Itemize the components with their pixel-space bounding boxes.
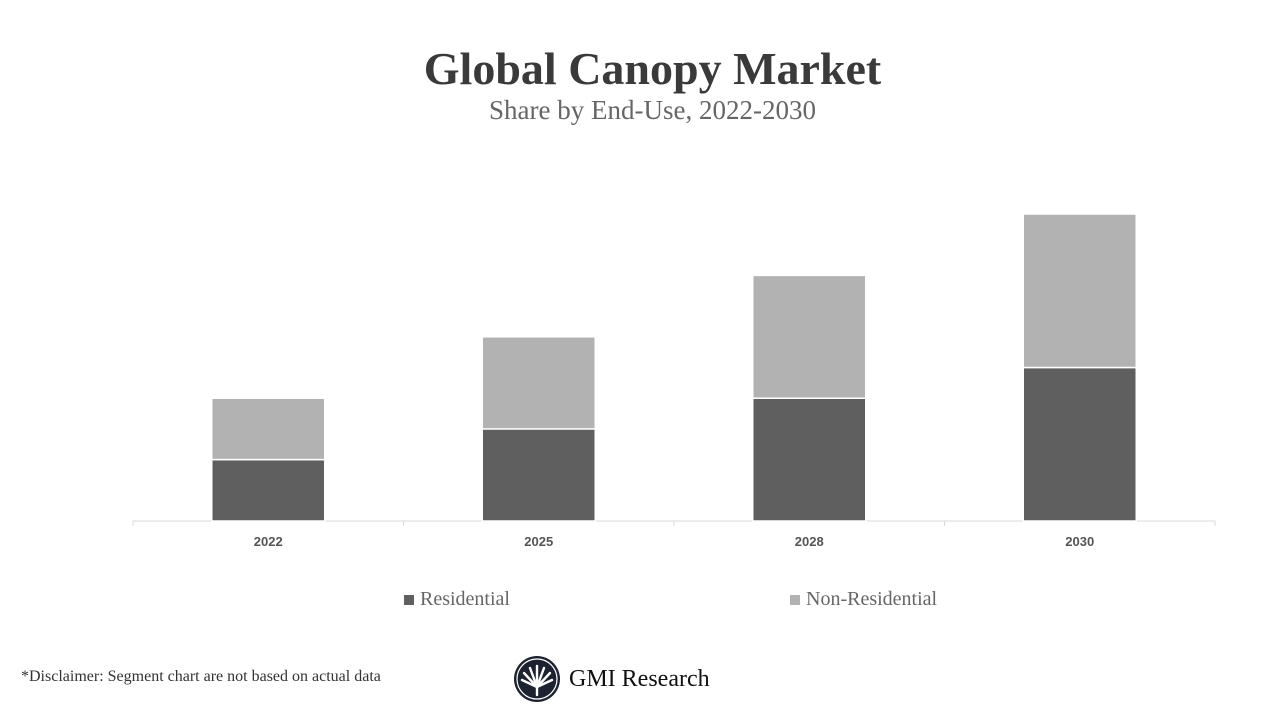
bar-residential-2028 <box>752 397 867 522</box>
gmi-logo: GMI Research <box>513 655 710 703</box>
chart-title: Global Canopy Market <box>423 43 882 94</box>
x-tick-label: 2025 <box>524 534 553 549</box>
x-tick-label: 2022 <box>254 534 283 549</box>
legend-item-residential: Residential <box>404 588 510 611</box>
bar-non-residential-2028 <box>752 274 867 399</box>
legend-label: Non-Residential <box>806 588 938 610</box>
bar-residential-2030 <box>1022 366 1137 522</box>
legend-item-non-residential: Non-Residential <box>790 588 937 611</box>
x-tick-label: 2028 <box>795 534 824 549</box>
disclaimer: *Disclaimer: Segment chart are not based… <box>21 668 381 685</box>
logo-text: GMI Research <box>569 665 710 692</box>
chart-subtitle: Share by End-Use, 2022-2030 <box>489 95 816 125</box>
legend-swatch-residential <box>404 594 414 605</box>
bar-non-residential-2030 <box>1022 213 1137 369</box>
gmi-logo-icon <box>514 656 560 702</box>
bar-residential-2025 <box>481 428 596 522</box>
x-tick-label: 2030 <box>1065 534 1094 549</box>
bar-residential-2022 <box>211 458 326 522</box>
bar-non-residential-2025 <box>481 336 596 430</box>
bar-non-residential-2022 <box>211 397 326 461</box>
legend-label: Residential <box>420 588 510 610</box>
legend-swatch-non-residential <box>790 594 800 605</box>
